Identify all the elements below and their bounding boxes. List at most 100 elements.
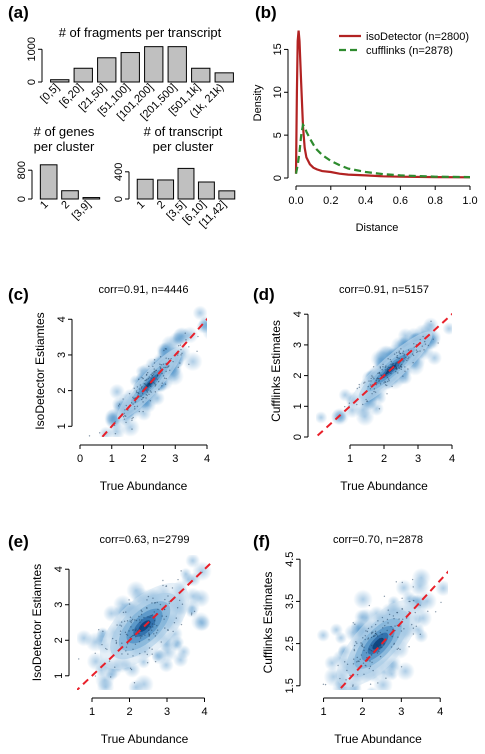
- data-point: [373, 378, 375, 380]
- data-point: [390, 372, 392, 375]
- data-point: [360, 642, 362, 644]
- chart-distance-density: 0.0 0.2 0.4 0.6 0.8 1.0 0 5 10 15 Distance Density i…: [252, 30, 478, 234]
- data-point: [146, 653, 149, 656]
- data-point: [153, 362, 156, 364]
- data-point: [148, 365, 150, 367]
- y-tick-label: 4.5: [284, 552, 296, 567]
- data-point: [374, 632, 377, 635]
- y-tick-label: 4: [53, 566, 65, 572]
- data-point: [377, 682, 379, 684]
- data-point: [379, 367, 382, 369]
- data-point: [389, 358, 392, 361]
- y-tick-label: 15: [272, 43, 284, 55]
- data-point: [149, 626, 151, 628]
- data-point: [138, 641, 141, 643]
- y-tick-label: 0: [292, 434, 304, 440]
- data-point: [419, 350, 421, 352]
- x-tick-label: 1: [347, 453, 353, 465]
- data-point: [106, 648, 108, 651]
- data-point: [132, 648, 134, 651]
- data-point: [129, 636, 131, 639]
- data-point: [383, 642, 385, 645]
- density-blob: [426, 350, 443, 366]
- data-point: [176, 354, 179, 356]
- data-point: [151, 623, 154, 625]
- data-point: [161, 385, 163, 387]
- data-point: [149, 400, 152, 402]
- panel-label-e: (e): [8, 532, 29, 551]
- data-point: [400, 630, 403, 632]
- data-point: [151, 653, 153, 655]
- data-point: [422, 335, 424, 338]
- data-point: [151, 602, 153, 604]
- x-axis-label: True Abundance: [340, 479, 428, 493]
- data-point: [153, 359, 156, 361]
- data-point: [412, 633, 415, 635]
- density-blob: [316, 411, 328, 424]
- data-point: [373, 388, 376, 390]
- data-point: [369, 384, 372, 386]
- density-blob: [414, 628, 429, 643]
- data-point: [115, 641, 118, 644]
- data-point: [130, 621, 132, 624]
- data-point: [361, 645, 364, 648]
- data-point: [130, 402, 133, 404]
- data-point: [387, 358, 389, 360]
- data-point: [372, 376, 374, 378]
- data-point: [356, 673, 359, 676]
- data-point: [385, 372, 388, 375]
- data-point: [139, 635, 141, 637]
- data-point: [159, 603, 162, 606]
- density-blob: [411, 568, 431, 588]
- data-point: [379, 655, 382, 658]
- data-point: [378, 372, 381, 374]
- data-point: [181, 352, 183, 355]
- data-point: [149, 616, 151, 618]
- plot-area: [77, 555, 212, 690]
- data-point: [363, 673, 365, 676]
- data-point: [363, 649, 365, 652]
- data-point: [140, 619, 143, 621]
- data-point: [411, 353, 414, 355]
- data-point: [398, 365, 400, 367]
- data-point: [148, 635, 150, 637]
- data-point: [140, 387, 143, 389]
- data-point: [343, 661, 346, 663]
- data-point: [133, 387, 135, 389]
- data-point: [155, 369, 157, 372]
- bar: [218, 190, 236, 200]
- data-point: [395, 370, 397, 373]
- data-point: [156, 601, 158, 604]
- plot-area: [88, 305, 207, 437]
- density-blob: [319, 691, 332, 704]
- data-point: [128, 603, 131, 605]
- data-point: [396, 356, 399, 359]
- data-point: [148, 639, 150, 641]
- data-point: [115, 642, 118, 645]
- data-point: [138, 632, 140, 635]
- data-point: [138, 388, 141, 390]
- data-point: [137, 378, 140, 381]
- data-point: [411, 578, 414, 581]
- data-point: [382, 627, 384, 629]
- x-tick-label: 4: [449, 453, 455, 465]
- data-point: [130, 626, 132, 628]
- y-tick-label: 5: [272, 132, 284, 138]
- data-point: [376, 652, 379, 654]
- series-line: [294, 122, 471, 179]
- data-point: [393, 365, 395, 367]
- data-point: [381, 646, 383, 649]
- data-point: [395, 366, 398, 368]
- data-point: [358, 383, 360, 386]
- data-point: [146, 391, 149, 393]
- data-point: [366, 656, 368, 659]
- bar: [50, 79, 70, 83]
- density-blob: [128, 679, 144, 690]
- data-point: [140, 613, 143, 616]
- data-point: [156, 378, 158, 380]
- data-point: [371, 375, 373, 377]
- data-point: [354, 623, 356, 625]
- data-point: [148, 647, 151, 649]
- data-point: [404, 356, 407, 358]
- data-point: [135, 635, 137, 638]
